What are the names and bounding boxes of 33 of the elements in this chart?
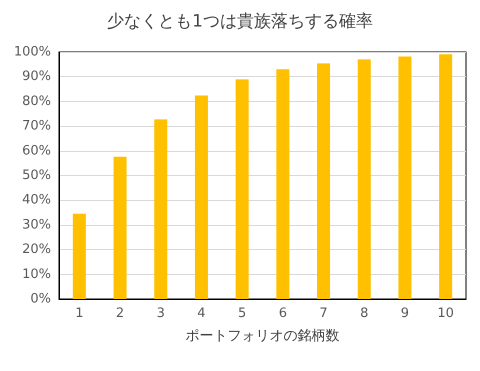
y-tick-label: 30% bbox=[22, 217, 51, 232]
y-tick-label: 90% bbox=[22, 69, 51, 84]
bar bbox=[317, 63, 330, 299]
x-axis-title: ポートフォリオの銘柄数 bbox=[186, 328, 340, 344]
y-tick-label: 100% bbox=[14, 44, 51, 60]
x-tick-label: 5 bbox=[238, 306, 246, 321]
bar bbox=[154, 119, 168, 299]
bar bbox=[236, 79, 249, 299]
x-tick-label: 7 bbox=[319, 306, 328, 321]
y-tick-label: 60% bbox=[22, 143, 51, 158]
bar bbox=[439, 54, 452, 299]
y-tick-label: 0% bbox=[30, 292, 51, 306]
bar bbox=[72, 214, 86, 299]
x-tick-label: 6 bbox=[278, 306, 287, 321]
bar bbox=[358, 59, 371, 299]
bar bbox=[276, 69, 290, 299]
x-tick-label: 1 bbox=[75, 306, 84, 321]
y-tick-label: 50% bbox=[22, 168, 51, 183]
y-tick-label: 40% bbox=[22, 192, 51, 208]
chart-title: 少なくとも1つは貴族落ちする確率 bbox=[107, 12, 373, 32]
y-tick-label: 70% bbox=[22, 118, 51, 134]
y-tick-label: 20% bbox=[22, 242, 51, 258]
bar bbox=[194, 95, 208, 299]
bar bbox=[398, 56, 412, 299]
x-tick-label: 10 bbox=[437, 306, 454, 321]
y-tick-label: 80% bbox=[22, 94, 51, 109]
x-tick-label: 2 bbox=[116, 306, 124, 321]
y-tick-label: 10% bbox=[22, 266, 51, 282]
x-tick-label: 3 bbox=[156, 306, 165, 321]
bar bbox=[114, 156, 127, 299]
x-tick-label: 8 bbox=[360, 306, 368, 321]
x-tick-label: 9 bbox=[400, 306, 410, 321]
x-tick-label: 4 bbox=[197, 306, 206, 321]
